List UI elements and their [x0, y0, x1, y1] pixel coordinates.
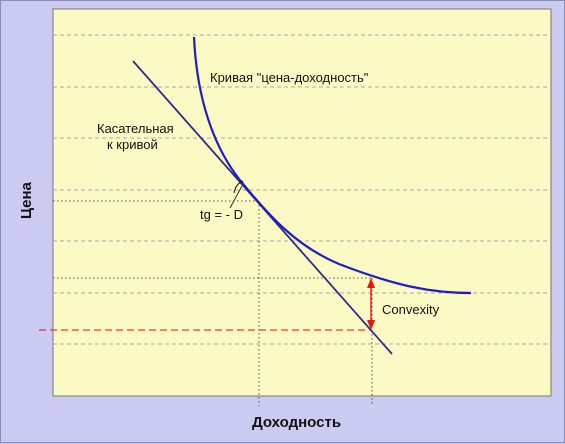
slope-label: tg = - D: [200, 207, 243, 222]
tangent-label-line2: к кривой: [107, 137, 158, 152]
plot-area: [52, 8, 552, 397]
x-axis-label: Доходность: [252, 414, 341, 431]
y-axis-label: Цена: [18, 181, 35, 219]
price-yield-curve: [192, 36, 472, 295]
slope-label-leader: [229, 185, 243, 209]
tangent-label-line1: Касательная: [97, 121, 174, 136]
convexity-label: Convexity: [382, 302, 440, 317]
curve-label: Кривая "цена-доходность": [210, 70, 369, 85]
slope-angle-arc: [233, 180, 244, 194]
